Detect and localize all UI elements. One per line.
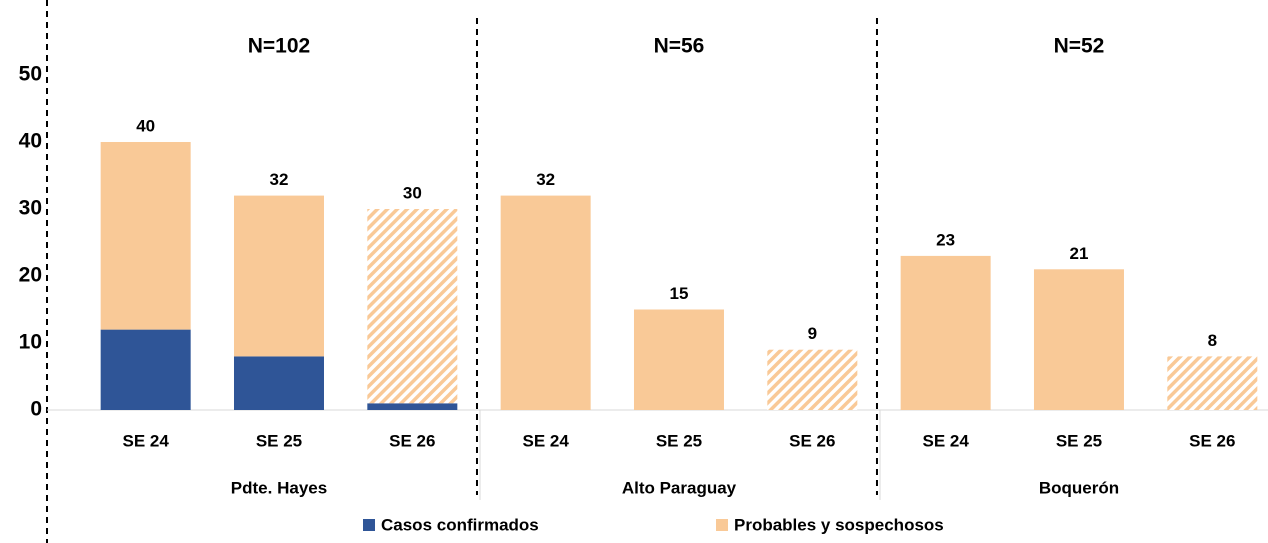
- x-tick-label: SE 26: [789, 431, 835, 450]
- data-label: 23: [936, 230, 955, 249]
- data-label: 32: [270, 170, 289, 189]
- data-label: 40: [136, 116, 155, 135]
- legend-swatch: [716, 519, 728, 531]
- bar-segment: [900, 255, 991, 410]
- bar-segment: [100, 142, 191, 330]
- x-tick-label: SE 26: [389, 431, 435, 450]
- x-tick-label: SE 24: [922, 431, 969, 450]
- group-annotation: N=56: [654, 35, 705, 58]
- bar-segment: [100, 329, 191, 410]
- x-tick-label: SE 24: [123, 431, 170, 450]
- bar-segment: [1033, 269, 1124, 410]
- x-tick-label: SE 26: [1189, 431, 1235, 450]
- group-annotation: N=52: [1054, 35, 1105, 58]
- data-label: 9: [808, 324, 817, 343]
- legend-label: Probables y sospechosos: [734, 515, 944, 534]
- bar-segment: [367, 209, 458, 404]
- y-tick-label: 40: [19, 130, 42, 153]
- bar-segment: [767, 349, 858, 410]
- bar-segment: [233, 356, 324, 410]
- bar-segment: [233, 195, 324, 357]
- bar-segment: [367, 403, 458, 410]
- data-label: 32: [536, 170, 555, 189]
- group-label: Pdte. Hayes: [231, 478, 327, 497]
- legend-swatch: [363, 519, 375, 531]
- x-tick-label: SE 24: [522, 431, 569, 450]
- bar-segment: [1167, 356, 1258, 410]
- data-label: 15: [670, 284, 689, 303]
- y-tick-label: 50: [19, 63, 42, 86]
- bar-segment: [500, 195, 591, 410]
- x-tick-label: SE 25: [256, 431, 302, 450]
- x-tick-label: SE 25: [1056, 431, 1102, 450]
- group-annotation: N=102: [248, 35, 310, 58]
- group-label: Boquerón: [1039, 478, 1119, 497]
- data-label: 8: [1208, 331, 1217, 350]
- data-label: 30: [403, 183, 422, 202]
- x-tick-label: SE 25: [656, 431, 702, 450]
- y-tick-label: 30: [19, 197, 42, 220]
- bar-segment: [633, 309, 724, 410]
- y-tick-label: 20: [19, 264, 42, 287]
- legend-label: Casos confirmados: [381, 515, 539, 534]
- group-label: Alto Paraguay: [622, 478, 737, 497]
- y-tick-label: 0: [30, 398, 42, 421]
- data-label: 21: [1070, 244, 1089, 263]
- y-tick-label: 10: [19, 331, 42, 354]
